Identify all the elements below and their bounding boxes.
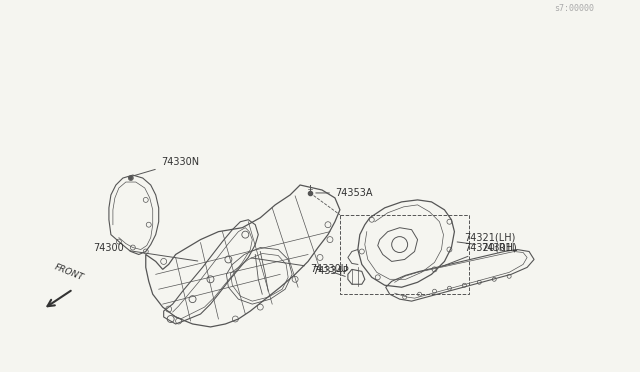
Text: 74301L: 74301L bbox=[457, 242, 518, 253]
Text: 74321(LH): 74321(LH) bbox=[465, 232, 516, 243]
Text: 74300: 74300 bbox=[93, 243, 198, 261]
Text: 74330U: 74330U bbox=[251, 258, 348, 275]
Text: s7:00000: s7:00000 bbox=[554, 4, 594, 13]
Text: FRONT: FRONT bbox=[53, 262, 85, 282]
Text: 74320(RH): 74320(RH) bbox=[442, 243, 517, 266]
Text: 74330N: 74330N bbox=[129, 157, 199, 177]
Text: 74353A: 74353A bbox=[316, 188, 372, 198]
Text: 74334P: 74334P bbox=[312, 266, 349, 276]
Circle shape bbox=[129, 176, 133, 180]
